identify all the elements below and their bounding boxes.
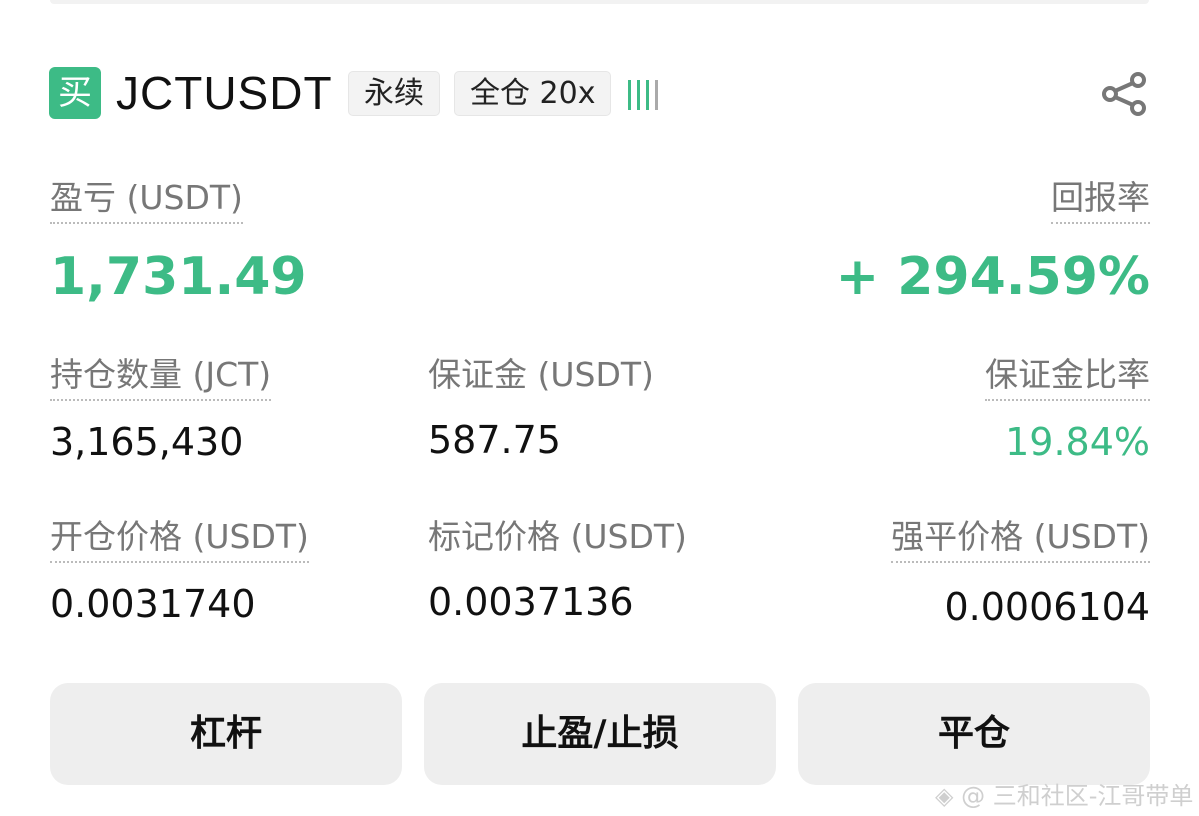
close-position-button[interactable]: 平仓 [798,683,1150,785]
symbol-title: JCTUSDT [116,67,333,119]
signal-bars-icon [628,80,658,110]
pnl-label[interactable]: 盈亏 (USDT) [50,178,243,224]
margin-label: 保证金 (USDT) [428,355,654,394]
position-size-value: 3,165,430 [50,420,244,464]
position-size-label[interactable]: 持仓数量 (JCT) [50,355,272,401]
watermark-text: @ 三和社区-江哥带单 [961,782,1194,810]
mark-price-value: 0.0037136 [428,580,634,624]
liq-price-label[interactable]: 强平价格 (USDT) [891,517,1150,563]
roi-value: + 294.59% [835,247,1150,307]
margin-ratio-label[interactable]: 保证金比率 [985,355,1150,401]
tag-cross-leverage: 全仓 20x [454,71,612,116]
binance-logo-icon: ◈ [935,782,962,810]
pnl-value: 1,731.49 [50,247,307,307]
top-divider [50,0,1149,4]
tag-perpetual: 永续 [348,71,440,116]
margin-value: 587.75 [428,418,561,462]
watermark: ◈ @ 三和社区-江哥带单 [935,776,1193,811]
mark-price-label: 标记价格 (USDT) [428,517,687,556]
leverage-button[interactable]: 杠杆 [50,683,402,785]
entry-price-value: 0.0031740 [50,582,256,626]
entry-price-label[interactable]: 开仓价格 (USDT) [50,517,309,563]
share-icon[interactable] [1100,72,1148,116]
roi-label[interactable]: 回报率 [1051,178,1150,224]
liq-price-value: 0.0006104 [944,585,1151,629]
tp-sl-button[interactable]: 止盈/止损 [424,683,776,785]
buy-badge: 买 [49,67,101,119]
margin-ratio-value: 19.84% [1005,420,1150,464]
